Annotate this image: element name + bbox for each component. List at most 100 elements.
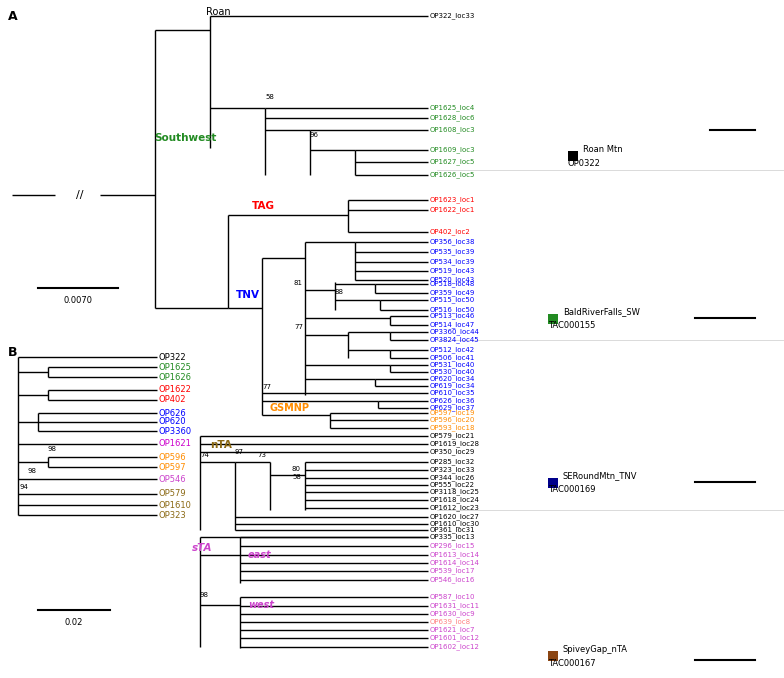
Text: OP593_loc18: OP593_loc18 bbox=[430, 424, 476, 431]
Text: OP1627_loc5: OP1627_loc5 bbox=[430, 159, 475, 165]
Text: OP1618_loc24: OP1618_loc24 bbox=[430, 496, 480, 503]
Text: OP1612_loc23: OP1612_loc23 bbox=[430, 504, 480, 511]
Text: OP1609_loc3: OP1609_loc3 bbox=[430, 146, 476, 153]
Text: OP361_loc31: OP361_loc31 bbox=[430, 527, 476, 534]
Text: OP1626_loc5: OP1626_loc5 bbox=[430, 172, 475, 178]
Text: OP520_loc43: OP520_loc43 bbox=[430, 277, 475, 283]
Text: west: west bbox=[248, 600, 274, 610]
Text: 0.02: 0.02 bbox=[65, 618, 83, 627]
Text: OP626: OP626 bbox=[159, 409, 187, 418]
Text: OP530_loc40: OP530_loc40 bbox=[430, 369, 475, 376]
Text: 58: 58 bbox=[265, 94, 274, 100]
Text: OP1620_loc27: OP1620_loc27 bbox=[430, 514, 480, 521]
Text: SpiveyGap_nTA: SpiveyGap_nTA bbox=[563, 645, 628, 654]
Text: OP1602_loc12: OP1602_loc12 bbox=[430, 643, 480, 650]
Text: 80: 80 bbox=[292, 466, 301, 472]
Text: OP1628_loc6: OP1628_loc6 bbox=[430, 115, 476, 121]
Text: OP1625: OP1625 bbox=[159, 363, 192, 372]
Text: 77: 77 bbox=[294, 324, 303, 330]
Text: OP1601_loc12: OP1601_loc12 bbox=[430, 635, 480, 641]
Bar bbox=[548, 478, 558, 488]
Text: 94: 94 bbox=[20, 484, 29, 490]
Text: TAC000155: TAC000155 bbox=[548, 321, 595, 330]
Text: OP1621_loc7: OP1621_loc7 bbox=[430, 626, 476, 633]
Bar bbox=[548, 651, 558, 661]
Text: OP1630_loc9: OP1630_loc9 bbox=[430, 611, 476, 618]
Text: TAG: TAG bbox=[252, 201, 274, 211]
Text: OP359_loc49: OP359_loc49 bbox=[430, 290, 475, 296]
Text: OP514_loc47: OP514_loc47 bbox=[430, 321, 475, 328]
Text: BaldRiverFalls_SW: BaldRiverFalls_SW bbox=[563, 308, 640, 317]
Text: OP1619_loc28: OP1619_loc28 bbox=[430, 441, 480, 447]
Text: OP1626: OP1626 bbox=[159, 372, 192, 382]
Text: OP620: OP620 bbox=[159, 418, 187, 426]
Bar bbox=[437, 0, 784, 678]
Text: 97: 97 bbox=[235, 449, 244, 455]
Text: 0.0070: 0.0070 bbox=[64, 296, 93, 305]
Text: OP1621: OP1621 bbox=[159, 439, 192, 449]
Text: OP1614_loc14: OP1614_loc14 bbox=[430, 559, 480, 566]
Text: OP335_loc13: OP335_loc13 bbox=[430, 534, 476, 540]
Text: OP1631_loc11: OP1631_loc11 bbox=[430, 603, 480, 610]
Text: OP402_loc2: OP402_loc2 bbox=[430, 228, 470, 235]
Text: B: B bbox=[8, 346, 17, 359]
Text: TNV: TNV bbox=[236, 290, 260, 300]
Text: OP506_loc41: OP506_loc41 bbox=[430, 355, 475, 361]
Text: OP296_loc15: OP296_loc15 bbox=[430, 542, 475, 549]
Text: sTA: sTA bbox=[192, 543, 212, 553]
Text: OP597: OP597 bbox=[159, 462, 187, 471]
Text: OP555_loc22: OP555_loc22 bbox=[430, 481, 475, 488]
Text: OP3360: OP3360 bbox=[159, 426, 192, 435]
Text: OP323_loc33: OP323_loc33 bbox=[430, 466, 476, 473]
Text: OP344_loc26: OP344_loc26 bbox=[430, 475, 475, 481]
Text: 98: 98 bbox=[200, 592, 209, 598]
Text: OP323: OP323 bbox=[159, 511, 187, 519]
Text: OP285_loc32: OP285_loc32 bbox=[430, 458, 475, 465]
Text: OP610_loc35: OP610_loc35 bbox=[430, 390, 476, 397]
Text: 81: 81 bbox=[294, 280, 303, 286]
Text: 74: 74 bbox=[200, 452, 209, 458]
Text: OP531_loc40: OP531_loc40 bbox=[430, 361, 475, 368]
Text: OP516_loc50: OP516_loc50 bbox=[430, 306, 475, 313]
Text: OP3360_loc44: OP3360_loc44 bbox=[430, 329, 480, 336]
Text: OP596: OP596 bbox=[159, 452, 187, 462]
Text: 77: 77 bbox=[262, 384, 271, 390]
Text: OP518_loc48: OP518_loc48 bbox=[430, 281, 475, 287]
Text: OP629_loc37: OP629_loc37 bbox=[430, 405, 476, 412]
Text: OP322_loc33: OP322_loc33 bbox=[430, 13, 475, 20]
Text: OP546_loc16: OP546_loc16 bbox=[430, 576, 475, 583]
Text: Roan: Roan bbox=[205, 7, 230, 17]
Bar bbox=[548, 314, 558, 324]
Text: OP579: OP579 bbox=[159, 490, 187, 498]
Text: OP587_loc10: OP587_loc10 bbox=[430, 594, 476, 601]
Text: OP1623_loc1: OP1623_loc1 bbox=[430, 197, 476, 203]
Text: //: // bbox=[76, 190, 84, 200]
Text: OP402: OP402 bbox=[159, 395, 187, 405]
Text: OP3118_loc25: OP3118_loc25 bbox=[430, 489, 480, 496]
Text: SERoundMtn_TNV: SERoundMtn_TNV bbox=[563, 471, 637, 481]
Text: Southwest: Southwest bbox=[154, 133, 216, 143]
Text: OP1622_loc1: OP1622_loc1 bbox=[430, 207, 475, 214]
Text: OP626_loc36: OP626_loc36 bbox=[430, 397, 476, 404]
Text: OP513_loc46: OP513_loc46 bbox=[430, 313, 475, 319]
Text: OP515_loc50: OP515_loc50 bbox=[430, 297, 475, 303]
Text: OP512_loc42: OP512_loc42 bbox=[430, 346, 475, 353]
Text: OP619_loc34: OP619_loc34 bbox=[430, 382, 476, 389]
Text: OP322: OP322 bbox=[159, 353, 187, 361]
Text: TAC000169: TAC000169 bbox=[548, 485, 596, 494]
Text: OP519_loc43: OP519_loc43 bbox=[430, 268, 475, 275]
Text: OP539_loc17: OP539_loc17 bbox=[430, 567, 476, 574]
Text: OP3824_loc45: OP3824_loc45 bbox=[430, 336, 480, 343]
Text: 73: 73 bbox=[257, 452, 266, 458]
Text: OP356_loc38: OP356_loc38 bbox=[430, 239, 476, 245]
Text: east: east bbox=[248, 550, 271, 560]
Text: OP0322: OP0322 bbox=[568, 159, 601, 167]
Text: 98: 98 bbox=[48, 446, 57, 452]
Bar bbox=[568, 151, 578, 161]
Text: OP597_loc19: OP597_loc19 bbox=[430, 410, 476, 416]
Text: OP596_loc20: OP596_loc20 bbox=[430, 416, 475, 423]
Text: OP350_loc29: OP350_loc29 bbox=[430, 449, 475, 456]
Text: OP579_loc21: OP579_loc21 bbox=[430, 433, 475, 439]
Text: OP1610_loc30: OP1610_loc30 bbox=[430, 521, 480, 527]
Text: OP534_loc39: OP534_loc39 bbox=[430, 258, 475, 265]
